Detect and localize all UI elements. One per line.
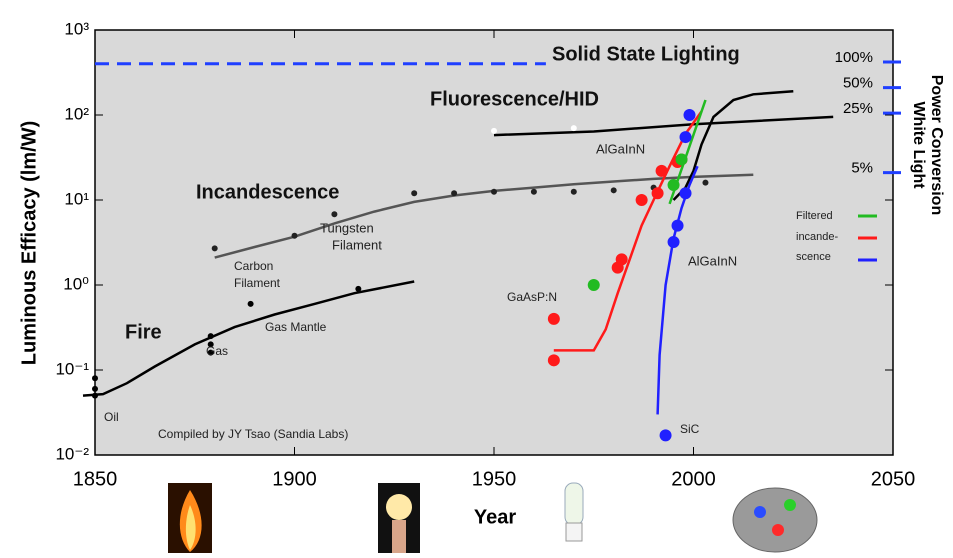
data-point	[680, 187, 692, 199]
cfl-base	[566, 523, 582, 541]
led	[772, 524, 784, 536]
annotation: Carbon	[234, 259, 273, 273]
data-point	[548, 354, 560, 366]
annotation: Filtered	[796, 210, 833, 222]
series-label: Solid State Lighting	[552, 43, 740, 65]
annotation: Gas	[206, 344, 228, 358]
led	[784, 499, 796, 511]
series-label: Fire	[125, 321, 162, 343]
annotation: SiC	[680, 422, 700, 436]
y2-axis-label: Power Conversion	[928, 75, 945, 215]
data-point	[611, 187, 617, 193]
annotation: Gas Mantle	[265, 320, 327, 334]
data-point	[212, 245, 218, 251]
data-point	[248, 301, 254, 307]
annotation: Oil	[104, 410, 119, 424]
cfl-tube	[565, 483, 583, 525]
annotation: GaAsP:N	[507, 290, 557, 304]
data-point	[571, 189, 577, 195]
data-point	[92, 386, 98, 392]
x-tick-label: 1950	[472, 468, 517, 490]
data-point	[411, 190, 417, 196]
annotation: Filament	[332, 237, 382, 252]
bulb	[386, 494, 412, 520]
annotation: scence	[796, 251, 831, 263]
led	[754, 506, 766, 518]
series-label: Fluorescence/HID	[430, 88, 599, 110]
series-label: Incandescence	[196, 181, 339, 203]
y2-axis-label: White Light	[910, 101, 927, 189]
x-tick-label: 2050	[871, 468, 916, 490]
annotation: Filament	[234, 276, 281, 290]
data-point	[702, 180, 708, 186]
data-point	[684, 109, 696, 121]
page: Luminous Efficacy (lm/W) Year White Ligh…	[0, 0, 953, 553]
data-point	[292, 233, 298, 239]
data-point	[451, 190, 457, 196]
data-point	[331, 211, 337, 217]
data-point	[680, 131, 692, 143]
annotation: AlGaInN	[596, 141, 645, 156]
annotation: Compiled by JY Tsao (Sandia Labs)	[158, 427, 348, 441]
data-point	[668, 236, 680, 248]
data-point	[491, 189, 497, 195]
y2-tick-label: 100%	[835, 49, 873, 66]
data-point	[92, 393, 98, 399]
chart: Luminous Efficacy (lm/W) Year White Ligh…	[0, 0, 953, 553]
data-point	[571, 125, 577, 131]
x-tick-label: 1900	[272, 468, 317, 490]
data-point	[676, 153, 688, 165]
data-point	[208, 333, 214, 339]
y2-tick-label: 5%	[851, 160, 873, 177]
data-point	[668, 179, 680, 191]
data-point	[656, 165, 668, 177]
data-point	[491, 128, 497, 134]
y2-tick-label: 50%	[843, 75, 873, 92]
y2-tick-label: 25%	[843, 100, 873, 117]
y-tick-label: 10⁻²	[55, 444, 89, 463]
annotation: AlGaInN	[688, 253, 737, 268]
x-tick-label: 1850	[73, 468, 118, 490]
x-axis-label: Year	[474, 506, 516, 528]
y-tick-label: 10⁻¹	[55, 359, 89, 378]
data-point	[616, 253, 628, 265]
data-point	[660, 429, 672, 441]
annotation: incande-	[796, 231, 839, 243]
y-axis-label: Luminous Efficacy (lm/W)	[18, 121, 40, 365]
annotation: Tungsten	[320, 220, 374, 235]
data-point	[548, 313, 560, 325]
led-picture	[733, 488, 817, 552]
data-point	[652, 187, 664, 199]
y-tick-label: 10⁰	[63, 274, 89, 293]
data-point	[588, 279, 600, 291]
data-point	[92, 375, 98, 381]
data-point	[355, 286, 361, 292]
data-point	[636, 194, 648, 206]
data-point	[672, 220, 684, 232]
data-point	[531, 189, 537, 195]
y-tick-label: 10¹	[64, 189, 89, 208]
hand	[392, 520, 406, 553]
y-tick-label: 10²	[64, 104, 89, 123]
x-tick-label: 2000	[671, 468, 716, 490]
y-tick-label: 10³	[64, 19, 89, 38]
